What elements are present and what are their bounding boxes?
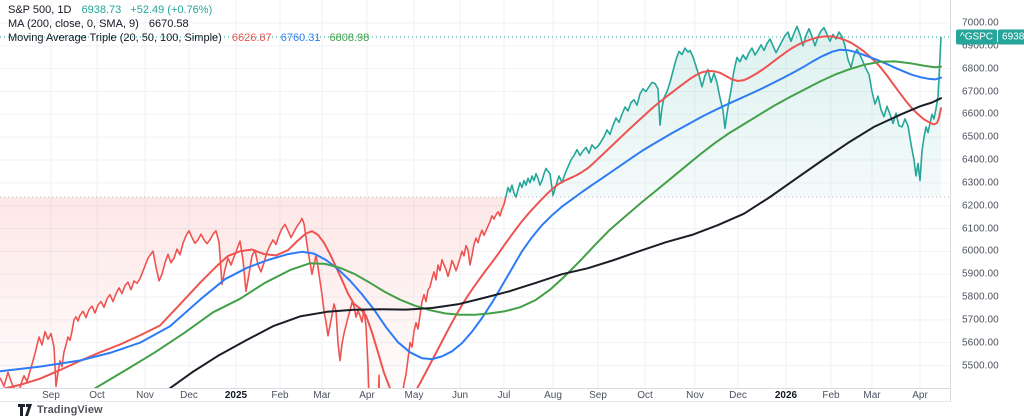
tradingview-logo-icon <box>18 404 32 416</box>
ma200-indicator-label: MA (200, close, 0, SMA, 9) <box>8 18 139 30</box>
time-tick-label: Apr <box>359 390 375 401</box>
price-tick-label: 5500.00 <box>962 360 999 371</box>
price-tick-label: 6200.00 <box>962 200 999 212</box>
time-tick-label: Dec <box>180 390 198 401</box>
time-tick-label: Sep <box>42 390 60 401</box>
tradingview-link[interactable]: TradingView <box>18 404 103 416</box>
price-tick-label: 6400.00 <box>962 154 999 166</box>
time-tick-label: Jun <box>451 390 469 401</box>
symbol-last-price: 6938.73 <box>998 29 1024 45</box>
price-tick-label: 6800.00 <box>962 63 999 75</box>
time-tick-label: Aug <box>544 390 562 401</box>
time-tick-label: Jul <box>497 390 511 401</box>
time-tick-label: May <box>404 390 424 401</box>
time-tick-label: Mar <box>863 390 881 401</box>
price-chart-canvas[interactable] <box>0 0 950 388</box>
legend-symbol-row[interactable]: S&P 500, 1D 6938.73 +52.49 (+0.76%) <box>8 3 375 17</box>
last-price-axis-label: ^GSPC 6938.73 <box>956 29 1024 45</box>
attribution-bar: TradingView <box>0 403 1024 420</box>
price-tick-label: 7000.00 <box>962 17 999 29</box>
price-tick-label: 5700.00 <box>962 314 999 326</box>
time-tick-label: Nov <box>136 390 154 401</box>
time-tick-label: Oct <box>89 390 105 401</box>
ma200-value: 6670.58 <box>148 18 189 30</box>
ma-triple-indicator-label: Moving Average Triple (20, 50, 100, Simp… <box>8 32 222 44</box>
last-price-value: 6938.73 <box>81 4 122 16</box>
time-tick-label: Apr <box>912 390 928 401</box>
ma20-value: 6626.87 <box>231 32 272 44</box>
chart-legend: S&P 500, 1D 6938.73 +52.49 (+0.76%) MA (… <box>8 3 375 45</box>
price-tick-label: 6700.00 <box>962 86 999 97</box>
symbol-title: S&P 500, 1D <box>8 4 72 16</box>
tradingview-wordmark: TradingView <box>37 404 103 416</box>
price-tick-label: 5600.00 <box>962 337 999 349</box>
time-tick-label: Sep <box>589 390 607 401</box>
ma50-value: 6760.31 <box>280 32 321 44</box>
price-axis[interactable]: 7000.00 6900.00 6800.00 6700.00 6600.00 6500.… <box>950 0 1024 402</box>
price-tick-label: 6300.00 <box>962 177 999 189</box>
time-axis[interactable]: Sep Oct Nov Dec 2025 Feb Mar Apr May Jun Jul Aug Sep… <box>0 388 1024 402</box>
price-tick-label: 5900.00 <box>962 268 999 280</box>
time-tick-label: Dec <box>729 390 747 401</box>
price-change-value: +52.49 (+0.76%) <box>130 4 213 16</box>
time-tick-label: Feb <box>271 390 289 401</box>
price-tick-label: 6600.00 <box>962 108 999 120</box>
price-tick-label: 6500.00 <box>962 131 999 143</box>
symbol-ticker: ^GSPC <box>956 29 998 45</box>
ma100-value: 6808.98 <box>329 32 370 44</box>
chart-plot-area[interactable] <box>0 0 950 388</box>
legend-ma200-row[interactable]: MA (200, close, 0, SMA, 9) 6670.58 <box>8 17 375 31</box>
price-tick-label: 5800.00 <box>962 291 999 303</box>
time-tick-label: 2025 <box>224 390 248 401</box>
time-tick-label: 2026 <box>774 390 798 401</box>
time-tick-label: Feb <box>822 390 840 401</box>
price-tick-label: 6000.00 <box>962 245 999 257</box>
time-tick-label: Mar <box>313 390 331 401</box>
time-tick-label: Oct <box>637 390 653 401</box>
legend-ma-triple-row[interactable]: Moving Average Triple (20, 50, 100, Simp… <box>8 31 375 45</box>
time-tick-label: Nov <box>686 390 704 401</box>
price-tick-label: 6900.00 <box>962 40 999 52</box>
price-tick-label: 6100.00 <box>962 223 999 234</box>
